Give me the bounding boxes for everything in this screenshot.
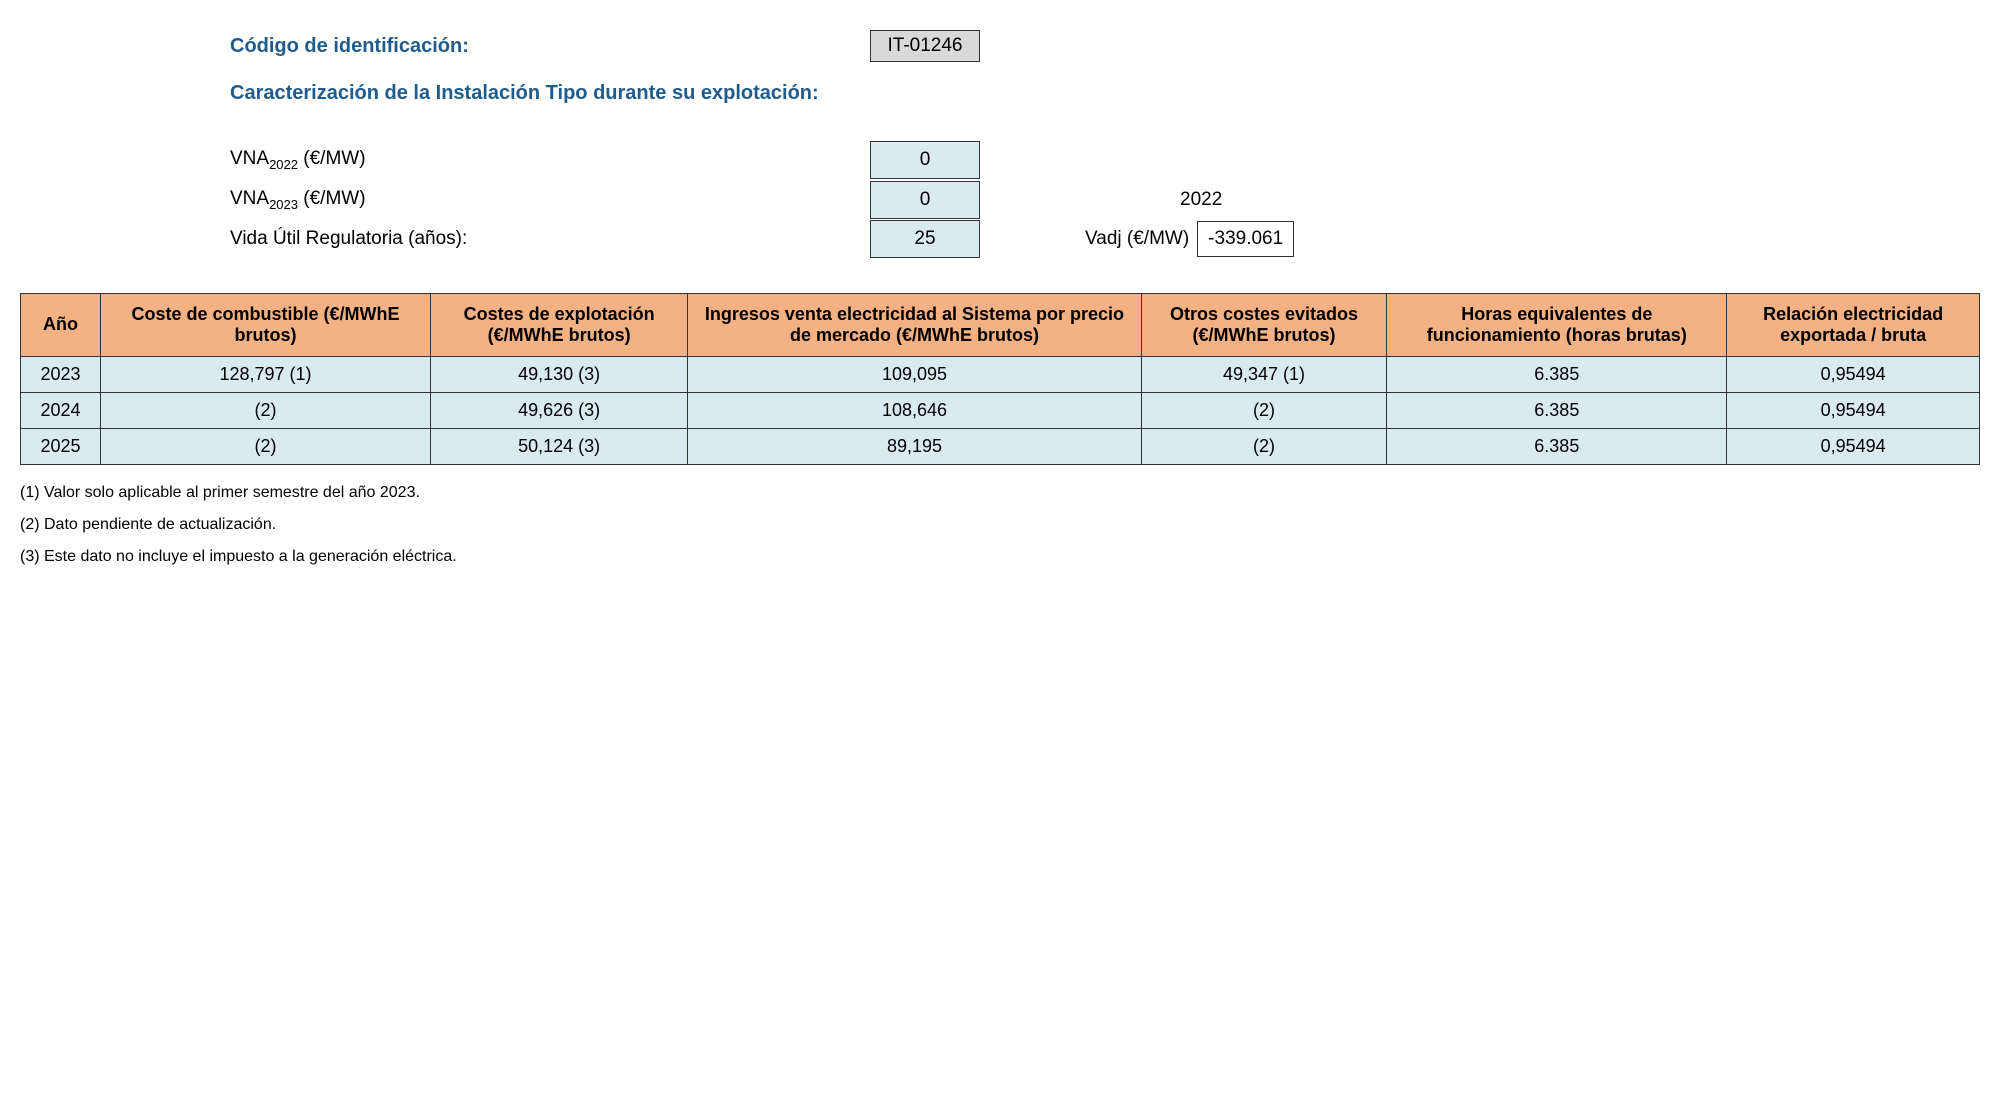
- code-label: Código de identificación:: [230, 35, 870, 58]
- cell-ratio: 0,95494: [1727, 428, 1980, 464]
- cell-fuel_cost: (2): [101, 428, 431, 464]
- vadj-label: Vadj (€/MW): [1085, 228, 1189, 250]
- vna2022-label: VNA2022 (€/MW): [230, 140, 870, 180]
- vna2023-prefix: VNA: [230, 188, 269, 209]
- header-section: Código de identificación: IT-01246 Carac…: [230, 30, 1980, 258]
- footnote-1: (1) Valor solo aplicable al primer semes…: [20, 477, 1980, 509]
- header-row: Año Coste de combustible (€/MWhE brutos)…: [21, 293, 1980, 356]
- cell-revenue: 89,195: [688, 428, 1141, 464]
- vadj-group: Vadj (€/MW) -339.061: [1085, 221, 1294, 257]
- vna2022-value: 0: [870, 141, 980, 179]
- th-hours: Horas equivalentes de funcionamiento (ho…: [1387, 293, 1727, 356]
- vna2022-sub: 2022: [269, 157, 298, 172]
- cell-op_cost: 49,626 (3): [431, 392, 688, 428]
- cell-revenue: 108,646: [688, 392, 1141, 428]
- vna2023-row: VNA2023 (€/MW) 0 2022: [230, 180, 1980, 220]
- vna2022-row: VNA2022 (€/MW) 0: [230, 140, 1980, 180]
- cell-avoided: (2): [1141, 392, 1387, 428]
- vna2022-prefix: VNA: [230, 148, 269, 169]
- th-fuel-cost: Coste de combustible (€/MWhE brutos): [101, 293, 431, 356]
- cell-avoided: 49,347 (1): [1141, 356, 1387, 392]
- vadj-value: -339.061: [1197, 221, 1294, 257]
- cell-ratio: 0,95494: [1727, 356, 1980, 392]
- vna2023-value: 0: [870, 181, 980, 219]
- table-body: 2023128,797 (1)49,130 (3)109,09549,347 (…: [21, 356, 1980, 464]
- cell-revenue: 109,095: [688, 356, 1141, 392]
- cell-op_cost: 49,130 (3): [431, 356, 688, 392]
- data-table: Año Coste de combustible (€/MWhE brutos)…: [20, 293, 1980, 465]
- cell-op_cost: 50,124 (3): [431, 428, 688, 464]
- cell-fuel_cost: (2): [101, 392, 431, 428]
- th-year: Año: [21, 293, 101, 356]
- cell-hours: 6.385: [1387, 392, 1727, 428]
- table-row: 2025(2)50,124 (3)89,195(2)6.3850,95494: [21, 428, 1980, 464]
- vida-value: 25: [870, 220, 980, 258]
- vna2023-label: VNA2023 (€/MW): [230, 180, 870, 220]
- footnote-2: (2) Dato pendiente de actualización.: [20, 509, 1980, 541]
- footnotes: (1) Valor solo aplicable al primer semes…: [20, 477, 1980, 573]
- side-year: 2022: [1180, 189, 1222, 211]
- footnote-3: (3) Este dato no incluye el impuesto a l…: [20, 541, 1980, 573]
- cell-year: 2024: [21, 392, 101, 428]
- vna2023-sub: 2023: [269, 197, 298, 212]
- vida-row: Vida Útil Regulatoria (años): 25 Vadj (€…: [230, 220, 1980, 258]
- th-ratio: Relación electricidad exportada / bruta: [1727, 293, 1980, 356]
- cell-fuel_cost: 128,797 (1): [101, 356, 431, 392]
- cell-ratio: 0,95494: [1727, 392, 1980, 428]
- th-op-cost: Costes de explotación (€/MWhE brutos): [431, 293, 688, 356]
- table-row: 2024(2)49,626 (3)108,646(2)6.3850,95494: [21, 392, 1980, 428]
- subtitle: Caracterización de la Instalación Tipo d…: [230, 82, 1980, 105]
- vna2023-suffix: (€/MW): [298, 188, 366, 209]
- code-value: IT-01246: [870, 30, 980, 62]
- th-revenue: Ingresos venta electricidad al Sistema p…: [688, 293, 1141, 356]
- cell-year: 2025: [21, 428, 101, 464]
- vida-label: Vida Útil Regulatoria (años):: [230, 220, 870, 258]
- cell-hours: 6.385: [1387, 428, 1727, 464]
- table-row: 2023128,797 (1)49,130 (3)109,09549,347 (…: [21, 356, 1980, 392]
- code-row: Código de identificación: IT-01246: [230, 30, 1980, 62]
- cell-hours: 6.385: [1387, 356, 1727, 392]
- cell-year: 2023: [21, 356, 101, 392]
- table-head: Año Coste de combustible (€/MWhE brutos)…: [21, 293, 1980, 356]
- cell-avoided: (2): [1141, 428, 1387, 464]
- th-avoided: Otros costes evitados (€/MWhE brutos): [1141, 293, 1387, 356]
- vna2022-suffix: (€/MW): [298, 148, 366, 169]
